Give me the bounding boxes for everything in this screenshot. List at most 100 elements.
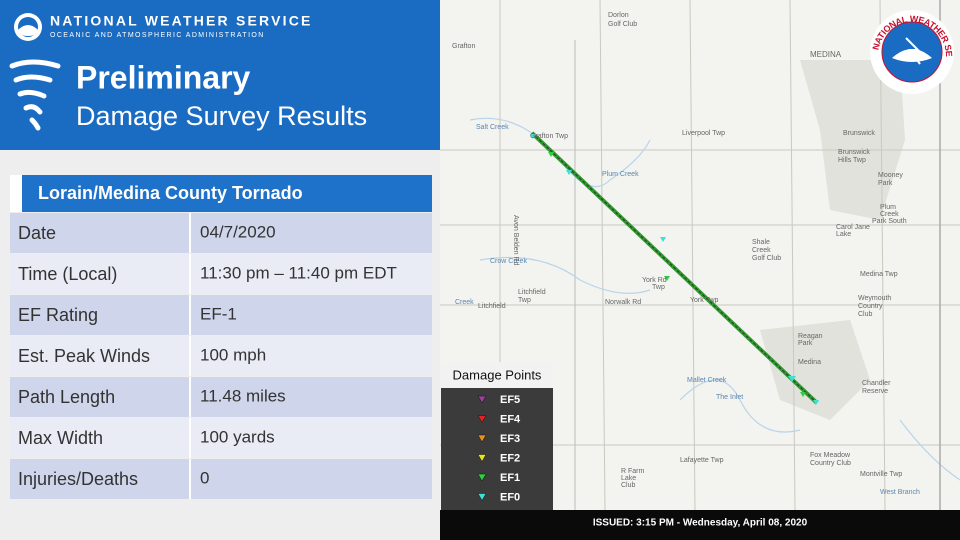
map-label: Litchfield	[478, 303, 506, 310]
map-label: West Branch	[880, 489, 920, 496]
legend-label: EF1	[500, 472, 520, 484]
subtitle: Damage Survey Results	[76, 101, 367, 131]
map-label: Montville Twp	[860, 471, 902, 478]
map-label: Carol Jane	[836, 224, 870, 231]
map-label: Creek	[880, 211, 899, 218]
legend-label: EF2	[500, 452, 520, 464]
map-label: Mooney	[878, 172, 903, 179]
map-label: Club	[621, 482, 636, 489]
agency: NATIONAL WEATHER SERVICE	[50, 13, 313, 29]
map-label: Shale	[752, 239, 770, 246]
map-label: Crow Creek	[490, 258, 527, 265]
row-label: EF Rating	[18, 305, 98, 325]
table-title-bar	[22, 175, 432, 212]
row-bg	[10, 377, 432, 417]
row-label: Max Width	[18, 428, 103, 448]
map-label: Medina	[798, 359, 821, 366]
table: Date 04/7/2020 Time (Local) 11:30 pm – 11:4…	[10, 213, 432, 499]
row-value: 100 yards	[200, 427, 275, 446]
legend-title: Damage Points	[453, 367, 542, 382]
damage-points	[530, 134, 819, 405]
legend-swatch	[477, 395, 487, 404]
tornado-track-center	[531, 132, 818, 404]
row-label: Time (Local)	[18, 264, 117, 284]
row-bg	[10, 254, 432, 294]
map-label: York Twp	[690, 297, 719, 304]
map-label: Grafton	[452, 43, 475, 50]
legend-label: EF0	[500, 491, 520, 503]
legend-label: EF5	[500, 394, 520, 406]
map-label: Dorlon	[608, 12, 629, 19]
legend-swatch	[477, 473, 487, 482]
map-label: Lake	[836, 231, 851, 238]
map-label: Weymouth	[858, 295, 891, 302]
map-label: Twp	[518, 297, 531, 304]
row-label: Date	[18, 223, 56, 243]
map-label: Salt Creek	[476, 124, 509, 131]
map-label: Medina Twp	[860, 271, 898, 278]
row-value: EF-1	[200, 304, 237, 323]
map-label: Golf Club	[608, 21, 637, 28]
legend-swatch	[477, 454, 487, 463]
map-label: Park South	[872, 218, 907, 225]
table-title: Lorain/Medina County Tornado	[38, 183, 303, 203]
map-label: Mallet Creek	[687, 377, 727, 384]
row-bg	[10, 459, 432, 499]
row-bg	[10, 336, 432, 376]
map-label: Plum	[880, 204, 896, 211]
map-label: Twp	[652, 284, 665, 291]
legend-swatch	[477, 493, 487, 502]
legend-header	[441, 362, 553, 388]
row-value: 100 mph	[200, 345, 266, 364]
footer: ISSUED: 3:15 PM - Wednesday, April 08, 2…	[593, 518, 808, 529]
map-label: Lafayette Twp	[680, 457, 724, 464]
map-label: Fox Meadow	[810, 452, 851, 459]
map-label: Golf Club	[752, 255, 781, 262]
map-label: Hills Twp	[838, 157, 866, 164]
legend-label: EF4	[500, 413, 521, 425]
map-label: Litchfield	[518, 289, 546, 296]
map-label: Brunswick	[838, 149, 870, 156]
map-label: York Rd	[642, 277, 667, 284]
map-label: Club	[858, 311, 873, 318]
map-labels: Grafton Dorlon Golf Club MEDINA Brunswick Bru…	[452, 12, 920, 496]
map-label: Plum Creek	[602, 171, 639, 178]
map-label: Avon Belden Rd	[512, 215, 519, 266]
header-band	[0, 0, 440, 150]
map-label: Creek	[752, 247, 771, 254]
map-label: The Inlet	[716, 394, 743, 401]
map-label: Norwalk Rd	[605, 299, 641, 306]
row-label: Injuries/Deaths	[18, 469, 138, 489]
map-label: Liverpool Twp	[682, 130, 725, 137]
row-bg	[10, 213, 432, 253]
map-label: Lake	[621, 475, 636, 482]
map-label: Creek	[455, 299, 474, 306]
map-label: Park	[878, 180, 893, 187]
map-label: Reagan	[798, 333, 823, 340]
map-label: Chandler	[862, 380, 891, 387]
footer-bar	[440, 510, 960, 540]
tornado-icon	[9, 59, 61, 131]
legend-items: EF5 EF4 EF3 EF2 EF1 EF0	[477, 394, 521, 503]
row-value: 04/7/2020	[200, 222, 276, 241]
map-label: Country Club	[810, 460, 851, 467]
row-bg	[10, 295, 432, 335]
row-label: Est. Peak Winds	[18, 346, 150, 366]
row-bg	[10, 418, 432, 458]
row-value: 11.48 miles	[200, 386, 286, 405]
row-label: Path Length	[18, 387, 115, 407]
map-label: Park	[798, 340, 813, 347]
legend-swatch	[477, 434, 487, 443]
title: Preliminary	[76, 59, 251, 95]
subagency: OCEANIC AND ATMOSPHERIC ADMINISTRATION	[50, 32, 265, 39]
map-label: R Farm	[621, 468, 645, 475]
row-value: 0	[200, 468, 209, 487]
map-label: MEDINA	[810, 50, 842, 59]
noaa-bird	[18, 25, 38, 36]
map-label: Reserve	[862, 388, 888, 395]
urban-areas	[760, 60, 905, 420]
legend-label: EF3	[500, 433, 520, 445]
legend-swatch	[477, 415, 487, 424]
